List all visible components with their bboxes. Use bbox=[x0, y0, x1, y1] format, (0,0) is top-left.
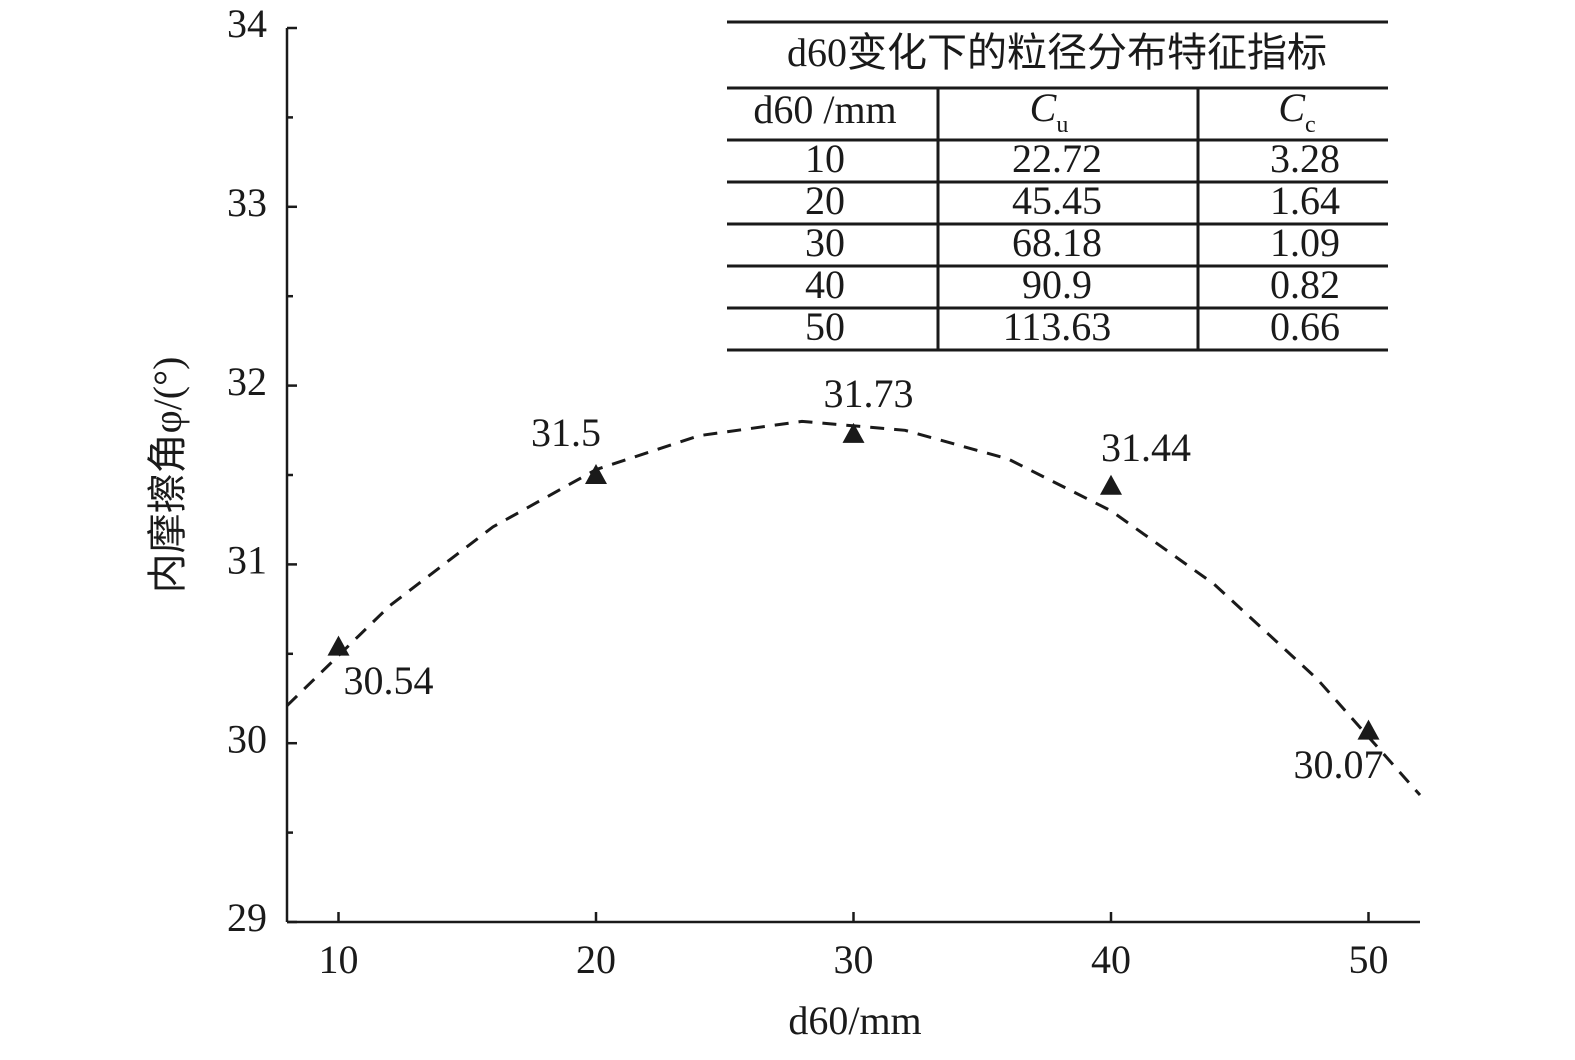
y-tick-label: 33 bbox=[227, 180, 267, 225]
data-label: 30.54 bbox=[344, 658, 434, 703]
y-axis-label: 内摩擦角φ/(°) bbox=[145, 357, 190, 594]
table-title: d60变化下的粒径分布特征指标 bbox=[787, 30, 1327, 75]
data-label: 31.73 bbox=[824, 371, 914, 416]
table-header: d60 /mm bbox=[753, 87, 896, 132]
marker bbox=[842, 422, 865, 443]
table-cell: 50 bbox=[805, 304, 845, 349]
x-tick-label: 10 bbox=[319, 937, 359, 982]
table-cell: 45.45 bbox=[1012, 178, 1102, 223]
y-tick-label: 32 bbox=[227, 359, 267, 404]
x-tick-label: 20 bbox=[576, 937, 616, 982]
table-header: Cu bbox=[1030, 85, 1069, 137]
marker bbox=[327, 635, 350, 656]
marker bbox=[585, 464, 607, 484]
y-tick-label: 31 bbox=[227, 538, 267, 583]
table-header-sub: c bbox=[1305, 112, 1316, 138]
table-header: Cc bbox=[1278, 85, 1315, 137]
table-cell: 0.82 bbox=[1270, 262, 1340, 307]
x-axis-label: d60/mm bbox=[788, 998, 921, 1043]
table-cell: 90.9 bbox=[1022, 262, 1092, 307]
table-cell: 113.63 bbox=[1003, 304, 1112, 349]
x-tick-label: 40 bbox=[1091, 937, 1131, 982]
table-header-main: C bbox=[1278, 85, 1306, 130]
table-cell: 1.09 bbox=[1270, 220, 1340, 265]
data-label: 31.5 bbox=[531, 410, 601, 455]
marker bbox=[1357, 719, 1380, 740]
y-tick-label: 34 bbox=[227, 1, 267, 46]
table-cell: 1.64 bbox=[1270, 178, 1340, 223]
table-cell: 40 bbox=[805, 262, 845, 307]
table-cell: 68.18 bbox=[1012, 220, 1102, 265]
table-header-main: C bbox=[1030, 85, 1058, 130]
data-label: 30.07 bbox=[1294, 742, 1384, 787]
y-tick-label: 30 bbox=[227, 716, 267, 761]
marker bbox=[1100, 474, 1122, 495]
table-cell: 22.72 bbox=[1012, 136, 1102, 181]
table-cell: 10 bbox=[805, 136, 845, 181]
table-cell: 0.66 bbox=[1270, 304, 1340, 349]
table-cell: 3.28 bbox=[1270, 136, 1340, 181]
table-cell: 20 bbox=[805, 178, 845, 223]
x-tick-label: 30 bbox=[834, 937, 874, 982]
y-tick-label: 29 bbox=[227, 895, 267, 940]
data-label: 31.44 bbox=[1101, 425, 1191, 470]
table-header-sub: u bbox=[1056, 112, 1068, 138]
fit-curve bbox=[285, 419, 1422, 797]
x-tick-label: 50 bbox=[1349, 937, 1389, 982]
table-cell: 30 bbox=[805, 220, 845, 265]
